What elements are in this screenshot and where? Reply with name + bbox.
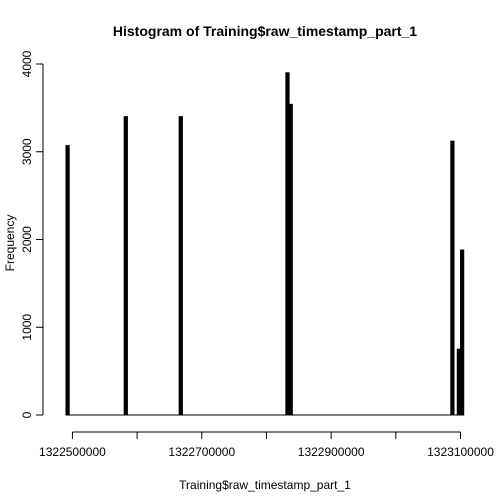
x-axis: 1322500000 1322700000 1322900000 1323100000 <box>39 431 494 459</box>
y-axis: 0 1000 2000 3000 4000 <box>20 50 44 418</box>
histogram-bar-8 <box>460 249 465 416</box>
histogram-bar-0 <box>65 145 70 416</box>
x-tick-label-6: 1323100000 <box>427 445 494 459</box>
histogram-bar-3 <box>178 116 183 416</box>
x-tick-label-2: 1322700000 <box>168 445 235 459</box>
bars-group <box>65 72 465 416</box>
y-tick-label-2: 2000 <box>20 226 34 253</box>
histogram-bar-1 <box>123 116 128 416</box>
y-axis-label: Frequency <box>3 215 17 272</box>
y-tick-label-3: 3000 <box>20 138 34 165</box>
y-tick-label-0: 0 <box>20 411 34 418</box>
x-tick-label-0: 1322500000 <box>39 445 106 459</box>
y-tick-label-1: 1000 <box>20 314 34 341</box>
x-axis-label: Training$raw_timestamp_part_1 <box>179 478 351 492</box>
chart-title: Histogram of Training$raw_timestamp_part… <box>113 23 417 39</box>
histogram-bar-5 <box>288 103 293 416</box>
histogram-bar-6 <box>450 140 455 416</box>
x-tick-label-4: 1322900000 <box>298 445 365 459</box>
y-tick-label-4: 4000 <box>20 50 34 77</box>
